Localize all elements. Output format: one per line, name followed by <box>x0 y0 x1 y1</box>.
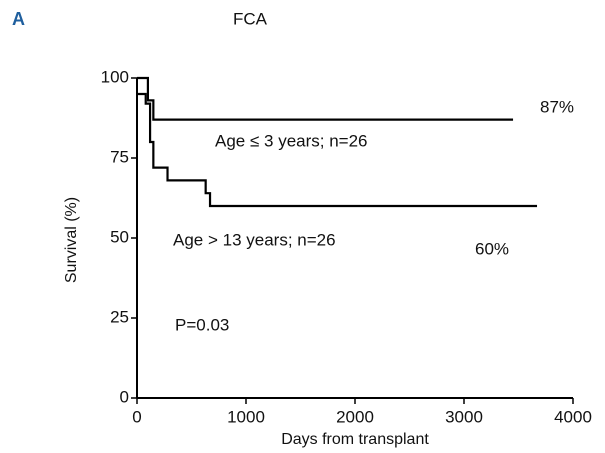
y-tick-label: 75 <box>110 147 129 166</box>
x-tick-label: 4000 <box>554 407 592 426</box>
x-tick-label: 3000 <box>445 407 483 426</box>
curve-label: Age > 13 years; n=26 <box>173 230 336 249</box>
panel-label: A <box>12 9 25 29</box>
y-tick-label: 100 <box>101 67 129 86</box>
annotation: P=0.03 <box>175 315 229 334</box>
y-axis-label: Survival (%) <box>63 197 80 283</box>
y-tick-label: 50 <box>110 227 129 246</box>
chart-title: FCA <box>233 9 268 28</box>
annotation: 87% <box>540 97 574 116</box>
curve-label: Age ≤ 3 years; n=26 <box>215 131 368 150</box>
x-axis-label: Days from transplant <box>281 431 429 448</box>
survival-curve <box>137 92 538 208</box>
x-tick-label: 1000 <box>227 407 265 426</box>
annotation: 60% <box>475 239 509 258</box>
x-tick-label: 0 <box>132 407 141 426</box>
x-tick-label: 2000 <box>336 407 374 426</box>
survival-curve <box>137 76 514 121</box>
y-tick-label: 0 <box>120 387 129 406</box>
y-tick-label: 25 <box>110 307 129 326</box>
